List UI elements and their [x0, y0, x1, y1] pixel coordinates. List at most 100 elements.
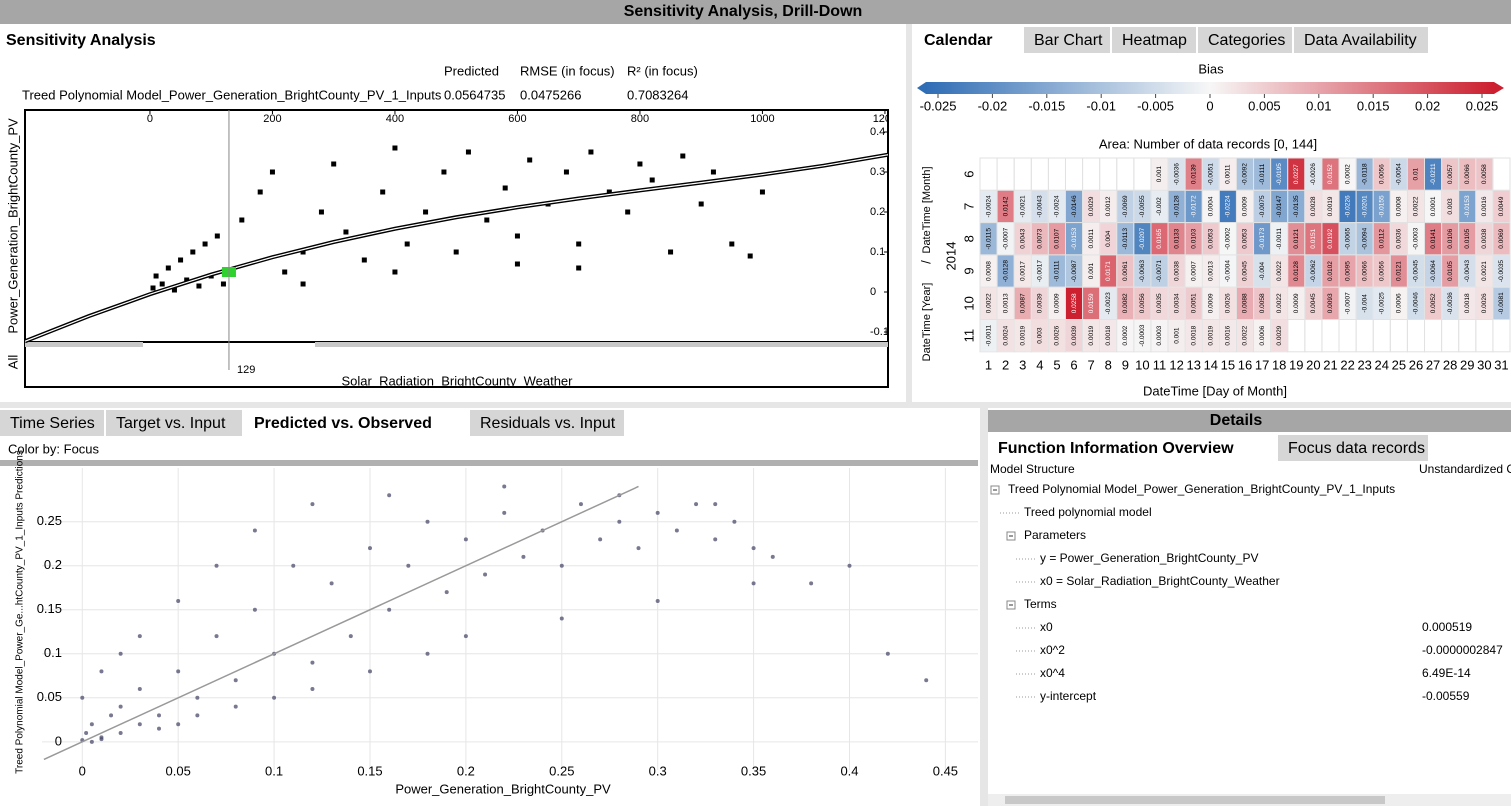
tab[interactable] — [1112, 27, 1196, 53]
point — [392, 145, 398, 151]
splitter — [0, 402, 1511, 408]
heatmap-cell — [1356, 287, 1373, 319]
x-tick-label: 25 — [1392, 357, 1406, 372]
cell-label: -0.0062 — [1310, 260, 1317, 282]
x-tick-label: 1 — [985, 357, 992, 372]
heatmap-cell — [980, 320, 997, 352]
tab-label[interactable]: Data Availability — [1304, 32, 1417, 49]
tab[interactable] — [1278, 435, 1428, 461]
x-tick-label: 3 — [1019, 357, 1026, 372]
point — [165, 265, 171, 271]
colorbar-tick-label: 0.025 — [1466, 98, 1499, 113]
cell-label: 0.0192 — [1327, 228, 1334, 248]
point — [252, 607, 257, 612]
heatmap-cell — [1373, 223, 1390, 255]
cell-label: 0.0018 — [1105, 325, 1112, 345]
heatmap-cell — [1271, 255, 1288, 287]
point — [578, 502, 583, 507]
x-tick-label: 0.15 — [357, 763, 382, 778]
x-tick-label: 0.45 — [933, 763, 958, 778]
tab[interactable] — [106, 410, 242, 436]
heatmap-cell — [980, 255, 997, 287]
tab-label[interactable]: Function Information Overview — [998, 440, 1234, 457]
cell-label: 0.0009 — [1242, 196, 1249, 216]
cell-label: 0.0034 — [1173, 293, 1180, 313]
tab-label[interactable]: Focus data records — [1288, 440, 1425, 457]
heatmap-cell — [1322, 190, 1339, 223]
heatmap-cell — [1305, 287, 1322, 319]
tab-label[interactable]: Heatmap — [1122, 32, 1187, 49]
cell-label: 0.0022 — [1276, 261, 1283, 281]
x-tick-label: 0.2 — [457, 763, 475, 778]
point — [444, 590, 449, 595]
heatmap-cell — [1476, 190, 1493, 223]
heatmap-cell — [1219, 190, 1236, 223]
heatmap-cell — [980, 223, 997, 255]
point — [425, 651, 430, 656]
tab-label[interactable]: Bar Chart — [1034, 32, 1103, 49]
cell-label: -0.0063 — [1139, 260, 1146, 282]
point — [84, 731, 89, 736]
heatmap-cell — [1356, 255, 1373, 287]
tab-label[interactable]: Target vs. Input — [116, 415, 226, 432]
cell-label: 0.0022 — [1276, 293, 1283, 313]
cell-label: 0.0056 — [1378, 164, 1385, 184]
cell-label: 0.0066 — [1464, 164, 1471, 184]
cell-label: -0.0035 — [1498, 260, 1505, 282]
x-tick-label: 23 — [1357, 357, 1371, 372]
point — [637, 161, 643, 167]
tab[interactable] — [988, 435, 1276, 461]
tab[interactable] — [1294, 27, 1428, 53]
cell-label: 0.001 — [1156, 166, 1163, 183]
point — [521, 554, 526, 559]
heatmap-cell — [1493, 287, 1510, 319]
heatmap-cell — [1322, 158, 1339, 190]
cell-label: 0.0056 — [1139, 293, 1146, 313]
point — [514, 261, 520, 267]
scroll-thumb[interactable] — [1005, 796, 1385, 804]
colorbar — [926, 82, 1494, 94]
point — [502, 484, 507, 489]
tab-label[interactable]: Residuals vs. Input — [480, 415, 616, 432]
tab[interactable] — [1024, 27, 1110, 53]
cell-label: 0.0021 — [1481, 261, 1488, 281]
cell-label: 0.0001 — [1430, 196, 1437, 216]
point — [300, 249, 306, 255]
cell-label: 0.0018 — [1190, 325, 1197, 345]
tab[interactable] — [0, 410, 104, 436]
heatmap-cell — [1339, 158, 1356, 190]
column-header: RMSE (in focus) — [520, 63, 615, 78]
cell-label: 0.0058 — [1259, 293, 1266, 313]
cell-label: 0.0128 — [1293, 261, 1300, 281]
tab[interactable] — [244, 410, 468, 436]
cell-label: 0.0151 — [1310, 228, 1317, 248]
tab-label[interactable]: Calendar — [924, 32, 992, 49]
tab-label[interactable]: Predicted vs. Observed — [254, 415, 432, 432]
tab-label[interactable]: Categories — [1208, 32, 1285, 49]
heatmap-cell — [1254, 255, 1271, 287]
point — [380, 189, 386, 195]
fit-curve-inner — [25, 154, 888, 342]
cell-label: 0.0012 — [1105, 196, 1112, 216]
point — [233, 704, 238, 709]
point — [483, 572, 488, 577]
point — [441, 169, 447, 175]
heatmap-cell — [1390, 223, 1407, 255]
point — [195, 713, 200, 718]
tab[interactable] — [914, 27, 1022, 53]
tab[interactable] — [470, 410, 624, 436]
tab-label[interactable]: Time Series — [10, 415, 95, 432]
strip-bar — [315, 342, 888, 347]
heatmap-cell — [1083, 255, 1100, 287]
cell-label: 0.003 — [1447, 198, 1454, 215]
tab[interactable] — [1198, 27, 1292, 53]
cell-label: -0.0092 — [1242, 163, 1249, 185]
heatmap-cell — [1254, 158, 1271, 190]
cell-label: -0.0146 — [1071, 195, 1078, 217]
cell-label: 0.0026 — [1225, 293, 1232, 313]
point — [118, 704, 123, 709]
heatmap-cell — [1134, 255, 1151, 287]
colorbar-arrow — [1494, 82, 1504, 94]
point — [150, 285, 156, 291]
